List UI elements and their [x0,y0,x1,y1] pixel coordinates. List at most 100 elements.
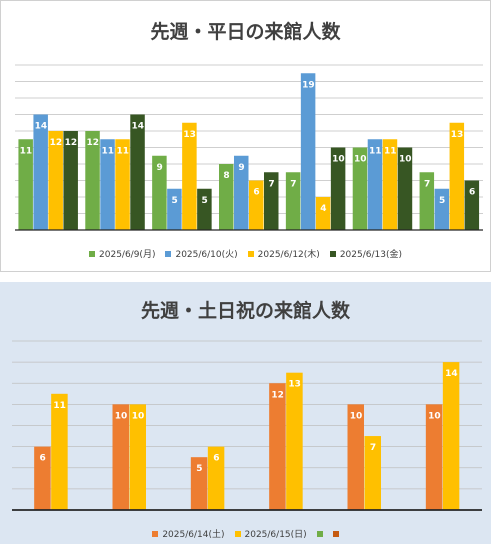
data-label: 11 [20,146,33,156]
data-label: 11 [117,146,130,156]
legend-entry: 2025/6/15(日) [234,527,307,540]
data-label: 12 [65,138,78,148]
bar [219,164,234,230]
bar [367,139,383,230]
bar [364,436,381,510]
bar [352,147,368,230]
bar [315,197,331,230]
legend-entry: 2025/6/13(金) [329,247,402,260]
data-label: 6 [469,188,475,198]
legend-swatch [234,530,241,537]
weekend-chart-panel: 先週・土日祝の来館人数 6 11 10 10 5 6 12 13 10 7 10 14 2025/6/… [0,282,491,544]
legend-swatch [332,530,339,537]
legend-entry: 2025/6/12(木) [247,247,320,260]
data-label: 13 [451,130,464,140]
data-label: 11 [369,146,382,156]
legend-label: 2025/6/13(金) [339,250,402,260]
chart-legend: 2025/6/9(月) 2025/6/10(火) 2025/6/12(木) 2025/… [1,247,490,260]
bar [167,188,182,230]
weekday-chart-panel: 先週・平日の来館人数 11 14 12 12 12 11 11 14 9 5 13 5 8 9 6 7 7 19 4… [0,0,491,272]
data-label: 10 [428,411,441,421]
legend-entry: 2025/6/14(土) [152,527,225,540]
legend-label: 2025/6/9(月) [99,250,156,260]
data-label: 13 [183,130,196,140]
bar [63,131,78,230]
bar [285,172,301,230]
bar [115,139,130,230]
data-label: 9 [238,163,244,173]
data-label: 10 [354,155,367,165]
data-label: 11 [102,146,115,156]
data-label: 6 [213,454,219,464]
bar [300,73,316,230]
bar [449,122,465,230]
data-label: 14 [132,122,145,132]
legend-swatch [316,530,323,537]
data-label: 10 [132,411,145,421]
data-label: 10 [332,155,345,165]
bar [207,446,225,510]
bar [269,383,286,510]
data-label: 12 [271,390,284,400]
bar [197,188,212,230]
bar [182,122,197,230]
legend-swatch [329,250,336,257]
legend-label: 2025/6/14(土) [162,530,225,540]
bar [48,131,63,230]
legend-swatch [89,250,96,257]
data-label: 5 [202,196,208,206]
bar [464,180,480,230]
legend-label: 2025/6/10(火) [175,250,238,260]
bar [152,155,167,230]
bar [397,147,413,230]
bar [190,457,208,510]
data-label: 6 [40,454,46,464]
data-label: 10 [115,411,128,421]
bar [264,172,279,230]
data-label: 19 [302,80,315,90]
bar [419,172,435,230]
bar [33,114,48,230]
data-label: 12 [87,138,100,148]
data-label: 4 [320,204,326,214]
legend-swatch [152,530,159,537]
data-label: 14 [445,369,458,379]
data-label: 14 [35,122,48,132]
data-label: 5 [172,196,178,206]
data-label: 13 [288,380,301,390]
bar [34,446,51,510]
weekend-chart-plot: 6 11 10 10 5 6 12 13 10 7 10 14 [12,340,482,511]
data-label: 7 [424,179,430,189]
legend-swatch [165,250,172,257]
data-label: 8 [223,171,229,181]
legend-swatch [247,250,254,257]
bar [249,180,264,230]
data-label: 11 [53,401,66,411]
data-label: 9 [157,163,163,173]
bar [442,362,460,510]
data-label: 10 [350,411,363,421]
data-label: 7 [290,179,296,189]
bar [129,404,146,510]
bar [286,372,303,510]
data-label: 5 [196,464,202,474]
bar [425,404,443,510]
data-label: 7 [268,179,274,189]
chart-legend: 2025/6/14(土) 2025/6/15(日) [0,527,491,540]
bar [112,404,129,510]
chart-title: 先週・平日の来館人数 [150,21,341,43]
legend-label: 2025/6/12(木) [257,250,320,260]
bar [434,188,450,230]
data-label: 7 [370,443,376,453]
chart-title: 先週・土日祝の来館人数 [140,300,350,322]
data-label: 5 [439,196,445,206]
data-label: 12 [50,138,63,148]
bar [130,114,145,230]
data-label: 10 [399,155,412,165]
data-label: 6 [253,188,259,198]
legend-label: 2025/6/15(日) [244,530,307,540]
bar [85,131,100,230]
bar [234,155,249,230]
bar [330,147,346,230]
